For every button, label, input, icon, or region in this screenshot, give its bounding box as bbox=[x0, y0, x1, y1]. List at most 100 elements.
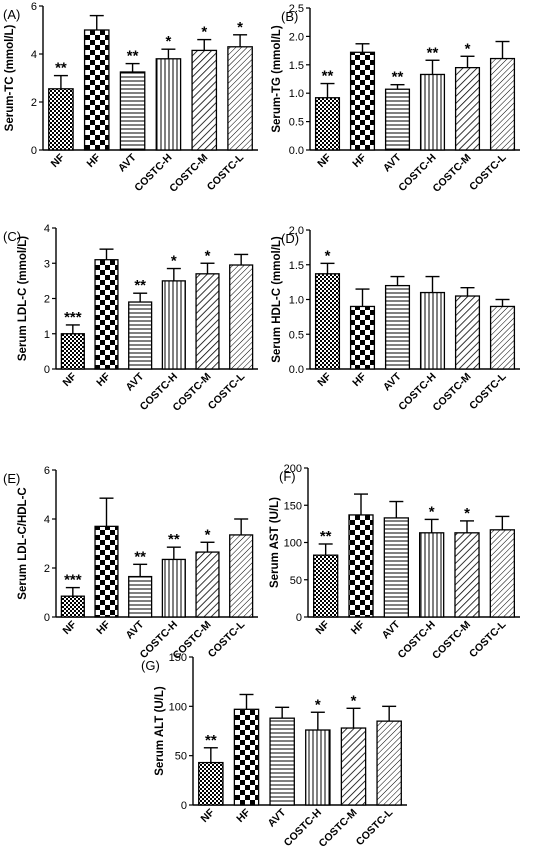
bar-costc-h bbox=[419, 73, 446, 151]
y-tick-label: 1 bbox=[44, 329, 50, 341]
y-tick-label: 200 bbox=[284, 463, 302, 475]
y-tick-label: 6 bbox=[44, 465, 50, 477]
significance-marker: ** bbox=[320, 528, 332, 545]
x-tick-label: HF bbox=[350, 370, 369, 389]
x-tick-label: AVT bbox=[380, 618, 403, 641]
bar-costc-m bbox=[195, 551, 220, 618]
bar-costc-h bbox=[161, 280, 186, 370]
y-tick-label: 0.5 bbox=[289, 117, 304, 129]
y-tick-label: 3 bbox=[44, 258, 50, 270]
x-tick-label: HF bbox=[84, 151, 103, 170]
bar-costc-l bbox=[489, 529, 515, 618]
y-tick-label: 0 bbox=[44, 364, 50, 376]
y-tick-label: 1.0 bbox=[289, 88, 304, 100]
x-tick-label: HF bbox=[349, 618, 368, 637]
bar-costc-h bbox=[161, 558, 186, 618]
panel-label: (D) bbox=[281, 231, 299, 246]
bar-costc-l bbox=[229, 264, 254, 370]
y-tick-label: 0 bbox=[296, 612, 302, 624]
bar-costc-l bbox=[376, 720, 402, 806]
significance-marker: ** bbox=[205, 732, 217, 749]
y-tick-label: 0.5 bbox=[289, 329, 304, 341]
y-tick-label: 4 bbox=[31, 49, 37, 61]
significance-marker: ** bbox=[134, 277, 146, 294]
significance-marker: * bbox=[237, 19, 243, 36]
x-tick-label: NF bbox=[61, 370, 80, 389]
x-tick-label: COSTC-L bbox=[467, 370, 509, 412]
significance-marker: ** bbox=[427, 44, 439, 61]
bar-hf bbox=[349, 305, 376, 370]
x-tick-label: COSTC-M bbox=[430, 151, 473, 194]
bar-hf bbox=[349, 51, 376, 151]
y-tick-label: 4 bbox=[44, 223, 50, 235]
x-tick-label: NF bbox=[315, 370, 334, 389]
panel-label: (A) bbox=[3, 7, 20, 22]
bar-hf bbox=[83, 29, 110, 151]
bar-costc-m bbox=[454, 532, 480, 618]
bar-avt bbox=[119, 71, 146, 151]
panel-label: (C) bbox=[3, 229, 21, 244]
y-tick-label: 1.5 bbox=[289, 60, 304, 72]
bar-avt bbox=[128, 301, 153, 370]
significance-marker: ** bbox=[55, 60, 67, 77]
y-tick-label: 0.0 bbox=[289, 145, 304, 157]
y-tick-label: 2.0 bbox=[289, 31, 304, 43]
y-tick-label: 100 bbox=[169, 701, 187, 713]
y-tick-label: 0 bbox=[31, 145, 37, 157]
bar-costc-l bbox=[229, 534, 254, 618]
significance-marker: ** bbox=[168, 531, 180, 548]
significance-marker: * bbox=[165, 33, 171, 50]
bar-nf bbox=[48, 88, 74, 151]
y-tick-label: 50 bbox=[290, 575, 302, 587]
panel-label: (B) bbox=[281, 9, 298, 24]
x-tick-label: NF bbox=[49, 151, 68, 170]
y-tick-label: 6 bbox=[31, 1, 37, 13]
y-tick-label: 100 bbox=[284, 538, 302, 550]
y-axis-label: Serum-TC (mmol/L) bbox=[4, 24, 16, 131]
chart-panel-4: (E)Serum LDL-C/HDL-C 0 2 4 6 *** NF HF ** AVT ** CO… bbox=[3, 465, 258, 662]
y-tick-label: 2.5 bbox=[289, 3, 304, 15]
x-tick-label: COSTC-L bbox=[467, 151, 509, 193]
x-tick-label: COSTC-L bbox=[206, 618, 248, 660]
x-tick-label: NF bbox=[61, 618, 80, 637]
panel-label: (G) bbox=[141, 658, 160, 673]
x-tick-label: HF bbox=[234, 806, 253, 825]
y-tick-label: 2 bbox=[44, 563, 50, 575]
bar-costc-l bbox=[227, 46, 253, 151]
chart-panel-3: (D)Serum HDL-C (mmol/L) 0.0 0.5 1.0 1.5 2.0 * N… bbox=[271, 225, 520, 414]
bar-costc-m bbox=[195, 273, 220, 370]
x-tick-label: AVT bbox=[123, 370, 146, 393]
y-tick-label: 150 bbox=[284, 500, 302, 512]
x-tick-label: AVT bbox=[116, 151, 139, 174]
y-axis-label: Serum ALT (U/L) bbox=[154, 686, 166, 776]
bar-nf bbox=[60, 333, 85, 370]
chart-panel-6: (G) Serum ALT (U/L) 0 50 100 150 ** NF HF AVT * COS… bbox=[141, 652, 407, 850]
bar-costc-h bbox=[419, 532, 445, 618]
chart-panel-1: (B)Serum-TG (mmol/L)0.00.51.01.52.02.5**… bbox=[271, 3, 520, 195]
y-axis-label: Serum LDL-C/HDL-C bbox=[17, 487, 29, 599]
x-tick-label: AVT bbox=[381, 370, 404, 393]
bar-hf bbox=[94, 525, 119, 618]
significance-marker: * bbox=[171, 253, 177, 270]
y-axis-label: Serum LDL-C (mmol/L) bbox=[17, 236, 29, 361]
x-tick-label: HF bbox=[94, 618, 113, 637]
significance-marker: ** bbox=[322, 68, 334, 85]
significance-marker: * bbox=[201, 24, 207, 41]
bar-nf bbox=[60, 595, 85, 618]
y-axis-label: Serum-TG (mmol/L) bbox=[271, 25, 283, 133]
y-tick-label: 1.5 bbox=[289, 260, 304, 272]
significance-marker: *** bbox=[64, 572, 82, 589]
y-tick-label: 150 bbox=[169, 652, 187, 664]
panel-label: (E) bbox=[3, 471, 20, 486]
bar-costc-m bbox=[340, 727, 367, 806]
x-tick-label: HF bbox=[94, 370, 113, 389]
significance-marker: * bbox=[465, 40, 471, 57]
x-tick-label: AVT bbox=[381, 151, 404, 174]
x-tick-label: COSTC-L bbox=[205, 151, 247, 193]
y-tick-label: 50 bbox=[175, 751, 187, 763]
significance-marker: * bbox=[429, 503, 435, 520]
significance-marker: * bbox=[205, 526, 211, 543]
